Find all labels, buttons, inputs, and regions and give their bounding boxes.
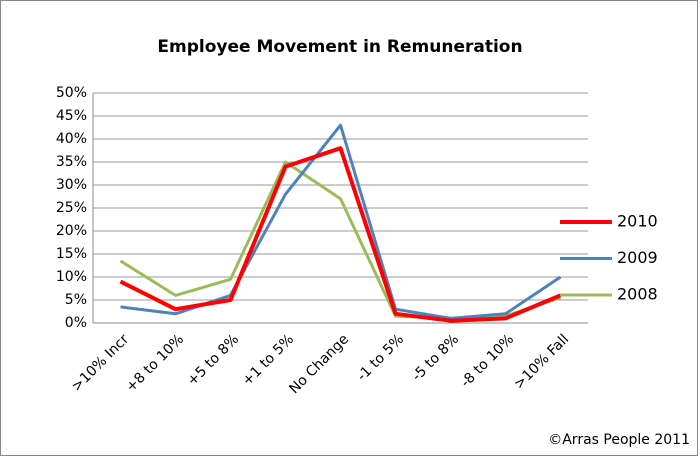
y-tick-label: 20%: [56, 223, 87, 239]
y-tick-label: 50%: [56, 85, 87, 101]
y-tick-label: 35%: [56, 154, 87, 170]
y-tick-label: 0%: [65, 315, 87, 331]
legend-label: 2008: [617, 285, 658, 304]
series-line: [119, 146, 562, 323]
y-tick-label: 30%: [56, 177, 87, 193]
chart-title: Employee Movement in Remuneration: [157, 37, 522, 57]
y-tick-label: 5%: [65, 292, 87, 308]
annotation: ©Arras People 2011: [548, 432, 690, 448]
series-line: [119, 160, 561, 320]
y-tick-label: 45%: [56, 108, 87, 124]
y-tick-label: 40%: [56, 131, 87, 147]
y-tick-label: 15%: [56, 246, 87, 262]
legend-label: 2010: [617, 212, 658, 231]
legend-label: 2009: [617, 248, 658, 267]
y-tick-label: 10%: [56, 269, 87, 285]
y-tick-label: 25%: [56, 200, 87, 216]
